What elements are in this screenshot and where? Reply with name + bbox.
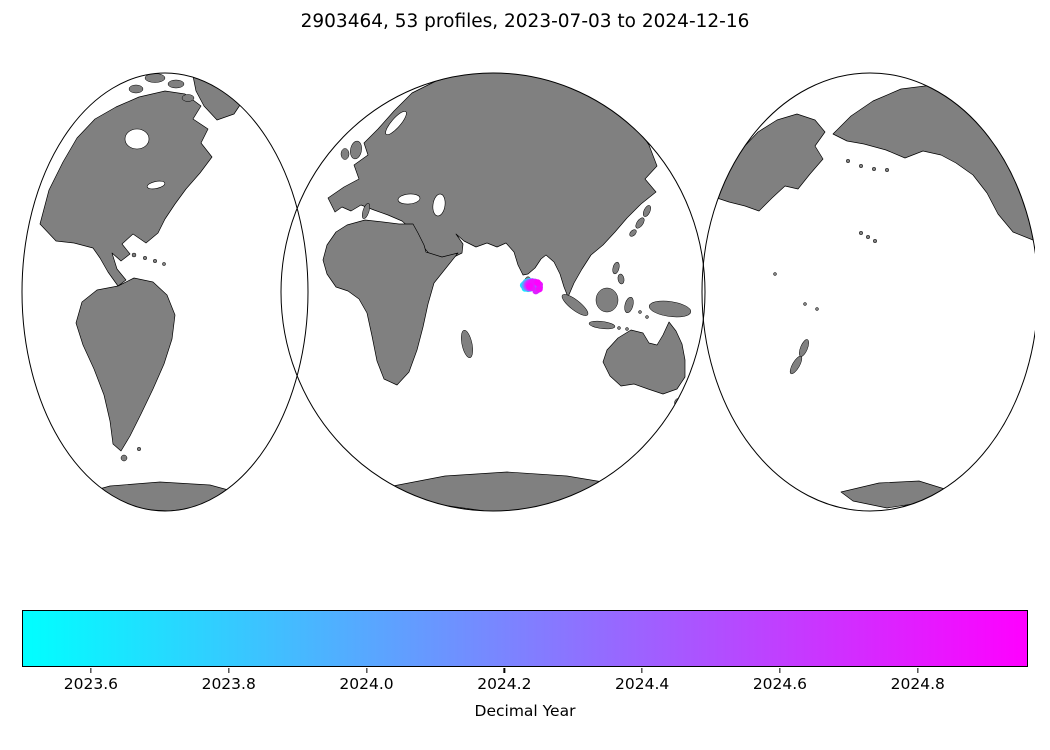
aleutian-island — [845, 158, 851, 164]
japan — [643, 205, 651, 217]
northeast-siberia — [714, 113, 826, 212]
north-america — [39, 90, 213, 287]
profile-dot — [534, 279, 541, 287]
java — [588, 320, 616, 330]
colorbar-tick-mark — [917, 668, 919, 673]
caribbean-island — [152, 258, 158, 264]
colorbar-tick-label: 2024.6 — [752, 675, 808, 693]
tierra-del-fuego — [120, 454, 128, 462]
profile-dot — [526, 282, 533, 290]
hawaii-island — [858, 230, 864, 236]
moluccas-island — [645, 315, 649, 319]
hudson-bay — [124, 128, 150, 150]
ireland — [340, 148, 350, 160]
caribbean-island — [162, 262, 166, 266]
profile-markers — [519, 277, 543, 295]
colorbar-tick-label: 2023.6 — [63, 675, 119, 693]
colorbar-tick-mark — [641, 668, 643, 673]
madagascar — [461, 330, 473, 358]
colorbar-tick-mark — [365, 668, 368, 673]
baltic-sea — [385, 111, 407, 135]
arctic-island — [167, 79, 185, 89]
pacific-island — [815, 307, 819, 311]
pacific-island — [803, 302, 807, 306]
lesser-sunda-island — [617, 326, 621, 330]
great-lakes — [146, 180, 166, 190]
caribbean-island — [131, 252, 137, 258]
hawaii-island — [865, 234, 871, 240]
colorbar-tick-label: 2024.8 — [890, 675, 945, 693]
south-america — [75, 277, 176, 452]
colorbar-tick-mark — [503, 668, 505, 673]
world-map — [21, 72, 1035, 512]
figure-title: 2903464, 53 profiles, 2023-07-03 to 2024… — [300, 11, 750, 32]
colorbar-tick-label: 2024.4 — [615, 675, 670, 693]
colorbar-tick-label: 2024.0 — [339, 675, 394, 693]
great-britain — [350, 140, 362, 160]
map-lobe-outlines — [21, 72, 1035, 512]
colorbar-tick-label: 2024.2 — [477, 675, 532, 693]
sumatra — [561, 294, 589, 316]
colorbar-tick-mark — [90, 668, 92, 673]
australia — [602, 321, 686, 395]
italy — [361, 203, 371, 219]
moluccas-island — [638, 310, 642, 314]
sulawesi — [624, 296, 634, 314]
colorbar-tick-mark — [228, 668, 230, 673]
japan — [635, 217, 645, 229]
falkland-islands — [136, 446, 142, 452]
new-guinea — [648, 300, 692, 318]
iceland — [321, 111, 337, 121]
pacific-island — [773, 272, 777, 276]
philippines — [612, 261, 620, 275]
profile-dot — [536, 285, 543, 293]
caspian-sea — [432, 193, 446, 217]
philippines — [617, 273, 625, 285]
colorbar-label: Decimal Year — [474, 702, 576, 720]
black-sea — [397, 193, 421, 205]
caribbean-island — [142, 255, 148, 261]
aleutian-island — [858, 163, 864, 169]
hawaii-island — [872, 238, 878, 244]
new-zealand-south — [789, 355, 803, 375]
colorbar-tick-mark — [779, 668, 781, 673]
colorbar-ticks: 2023.6 2023.8 2024.0 2024.2 2024.4 2024.6 2024… — [22, 667, 1028, 701]
japan — [629, 229, 637, 237]
arctic-island — [128, 84, 144, 94]
arctic-island — [181, 94, 195, 102]
borneo — [595, 287, 619, 313]
lobe-eurasia-land — [321, 73, 692, 511]
aleutian-island — [871, 166, 877, 172]
colorbar — [22, 610, 1028, 667]
africa — [322, 219, 459, 386]
colorbar-tick-label: 2023.8 — [201, 675, 256, 693]
lesser-sunda-island — [625, 327, 629, 331]
aleutian-island — [884, 167, 890, 173]
